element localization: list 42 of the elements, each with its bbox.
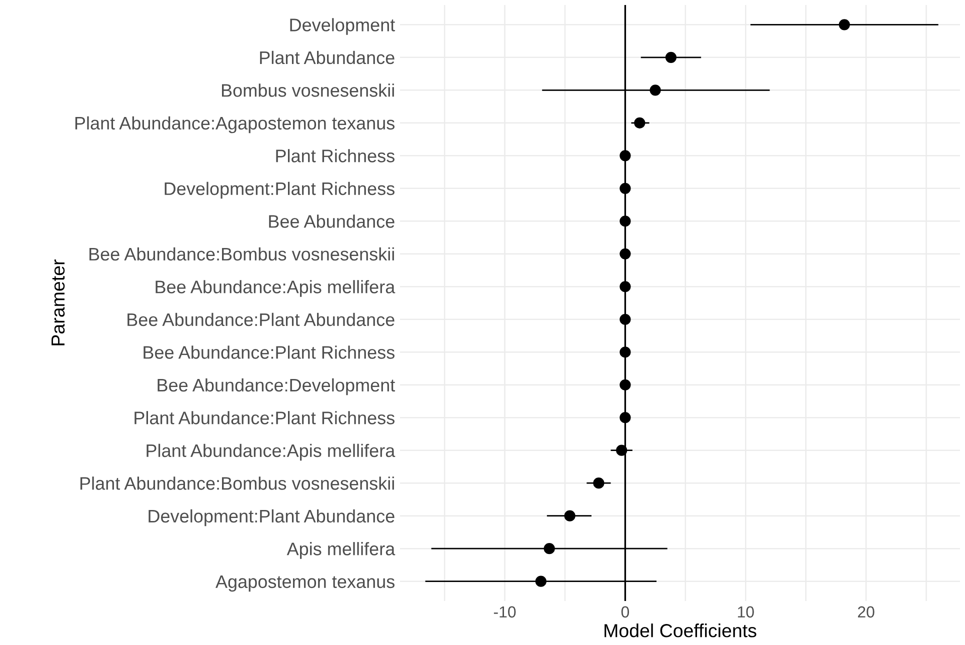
point [634, 117, 646, 128]
point [620, 216, 631, 227]
y-tick-label: Bee Abundance:Apis mellifera [156, 280, 396, 297]
y-tick-label: Plant Abundance:Plant Richness [134, 411, 394, 424]
y-tick-label: Plant Abundance:Apis mellifera [146, 444, 396, 461]
point [564, 510, 576, 522]
point [620, 346, 631, 358]
point [620, 379, 631, 390]
y-tick-label: Development:Plant Abundance [148, 509, 394, 526]
y-tick-label: Bee Abundance:Plant Abundance [128, 312, 394, 326]
y-tick-label: Bee Abundance [269, 214, 394, 228]
point [535, 576, 546, 587]
point [620, 248, 631, 260]
y-tick-label: Plant Abundance [260, 50, 394, 64]
y-tick-label: Development:Plant Richness [164, 182, 394, 199]
y-tick-label: Plant Abundance:Bombus vosnesenskii [80, 476, 394, 490]
point [838, 19, 850, 30]
point [620, 150, 631, 162]
point [620, 412, 631, 424]
point [620, 182, 631, 194]
point [616, 444, 628, 456]
x-tick-label: 20 [858, 606, 874, 618]
point [593, 478, 604, 489]
y-tick-label: Bee Abundance:Plant Richness [144, 346, 394, 359]
y-axis-title: Parameter [52, 260, 65, 346]
point [650, 84, 661, 96]
point [620, 281, 631, 292]
x-tick-label: 10 [738, 606, 754, 618]
x-tick-label: -10 [494, 606, 516, 618]
y-tick-label: Agapostemon texanus [216, 575, 394, 592]
y-tick-label: Development [290, 18, 396, 35]
y-tick-label: Bee Abundance:Bombus vosnesenskii [89, 247, 394, 261]
y-tick-label: Bombus vosnesenskii [222, 84, 394, 97]
point [665, 52, 677, 63]
x-tick-label: 0 [621, 606, 630, 618]
y-tick-label: Plant Richness [276, 149, 394, 162]
y-tick-label: Bee Abundance:Development [158, 378, 396, 396]
y-tick-label: Plant Abundance:Agapostemon texanus [75, 116, 395, 134]
y-tick-label: Apis mellifera [286, 542, 396, 559]
x-axis-title: Model Coefficients [604, 624, 756, 638]
point [620, 314, 631, 325]
point [544, 543, 555, 554]
